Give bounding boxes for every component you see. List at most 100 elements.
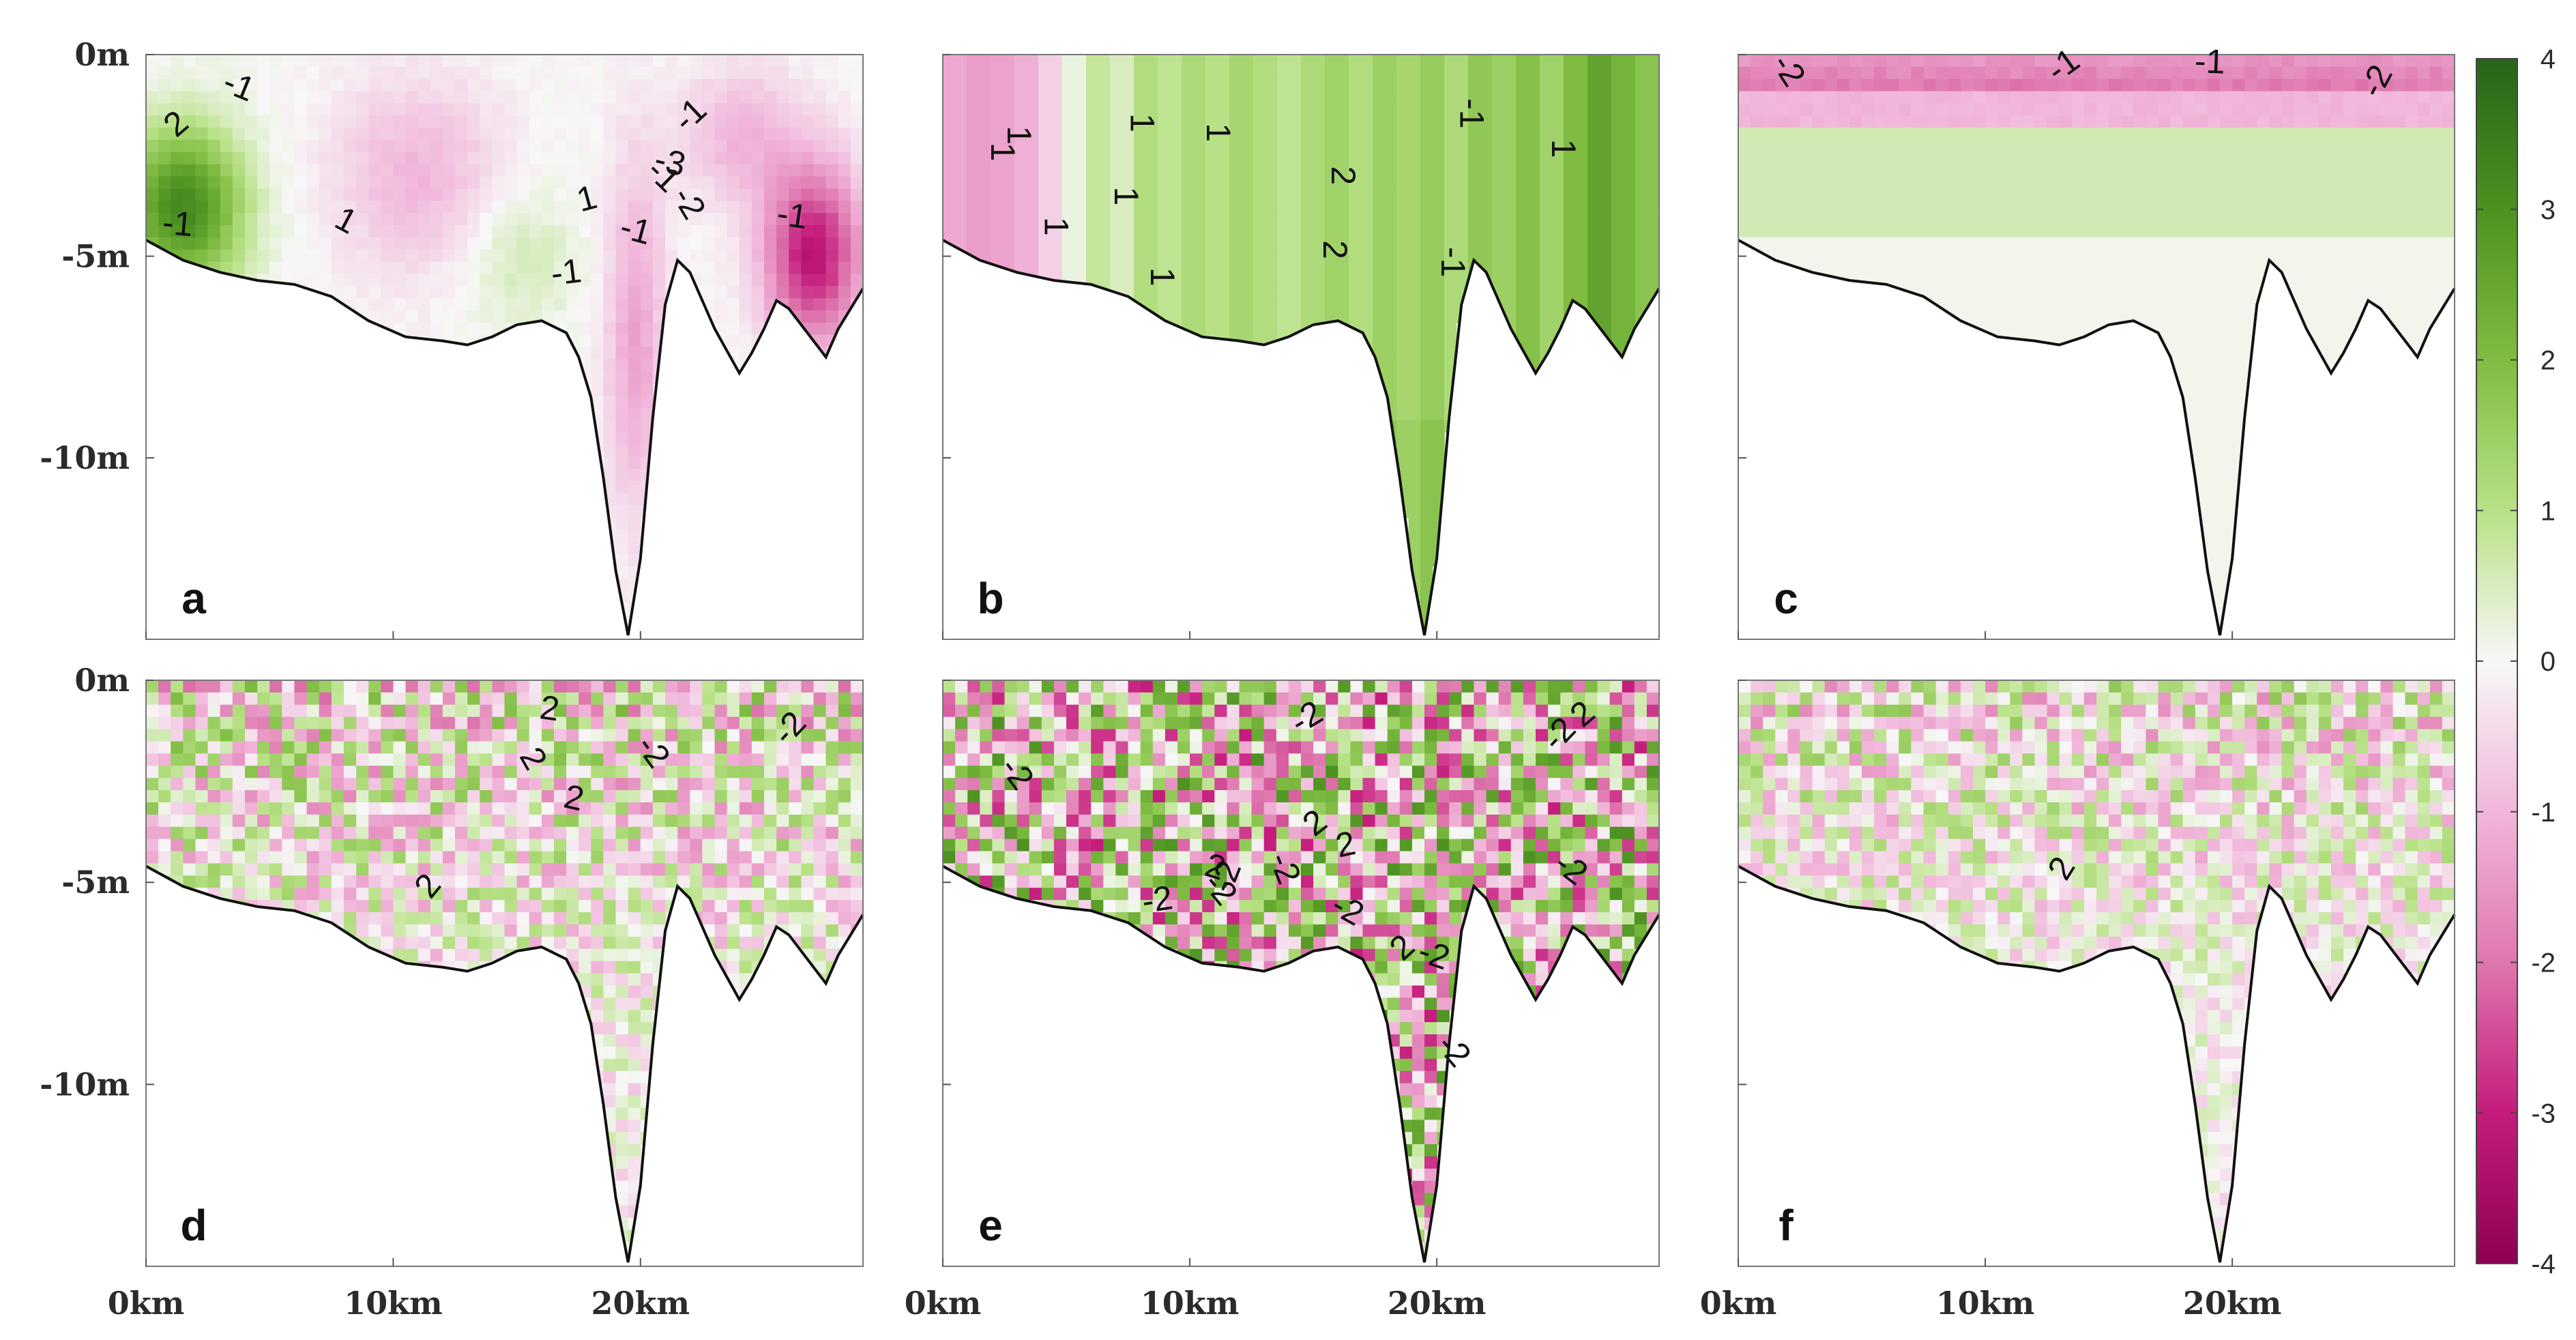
heatmap-cell [1623, 249, 1636, 263]
heatmap-cell [1527, 322, 1540, 336]
heatmap-cell [1408, 261, 1421, 275]
heatmap-cell [1289, 78, 1302, 92]
heatmap-cell [850, 261, 863, 275]
heatmap-cell [2442, 274, 2455, 287]
heatmap-cell [516, 225, 530, 238]
heatmap-cell [1587, 286, 1600, 299]
heatmap-cell [2109, 310, 2122, 323]
heatmap-cell [1812, 66, 1826, 80]
heatmap-cell [1527, 164, 1540, 177]
heatmap-cell [269, 249, 283, 263]
contour-label: -1 [2194, 42, 2225, 81]
heatmap-cell [430, 237, 443, 250]
heatmap-cell [1824, 201, 1838, 214]
heatmap-cell [492, 249, 506, 263]
heatmap-cell [978, 55, 991, 68]
heatmap-cell [850, 115, 863, 128]
heatmap-cell [492, 55, 506, 68]
heatmap-cell [442, 310, 456, 323]
heatmap-cell [1849, 213, 1862, 226]
heatmap-cell [1014, 78, 1027, 92]
heatmap-cell [1384, 115, 1397, 128]
heatmap-cell [368, 680, 382, 693]
heatmap-cell [2146, 176, 2159, 190]
heatmap-cell [789, 201, 802, 214]
heatmap-cell [1599, 140, 1612, 153]
heatmap-cell [529, 78, 542, 92]
heatmap-cell [1960, 91, 1974, 104]
heatmap-cell [813, 298, 827, 311]
heatmap-cell [714, 78, 728, 92]
heatmap-cell [1960, 334, 1974, 348]
heatmap-cell [1874, 128, 1887, 141]
heatmap-cell [183, 55, 196, 68]
heatmap-cell [1599, 286, 1612, 299]
heatmap-cell [1973, 225, 1986, 238]
heatmap-cell [356, 778, 369, 791]
heatmap-cell [220, 692, 233, 705]
heatmap-cell [2170, 55, 2184, 68]
heatmap-cell [615, 542, 629, 555]
heatmap-cell [2010, 261, 2023, 275]
heatmap-cell [2133, 78, 2147, 92]
heatmap-cell [1985, 225, 1998, 238]
heatmap-cell [1635, 78, 1648, 92]
heatmap-cell [1647, 261, 1659, 275]
heatmap-cell [2109, 225, 2122, 238]
heatmap-cell [2318, 164, 2332, 177]
heatmap-cell [776, 225, 790, 238]
heatmap-cell [1504, 103, 1517, 117]
heatmap-cell [1775, 91, 1789, 104]
heatmap-cell [2356, 274, 2369, 287]
heatmap-cell [306, 55, 320, 68]
heatmap-cell [516, 128, 530, 141]
heatmap-cell [467, 680, 480, 693]
heatmap-cell [1229, 310, 1242, 323]
heatmap-cell [2071, 103, 2085, 117]
heatmap-cell [282, 716, 295, 730]
heatmap-cell [2158, 91, 2171, 104]
heatmap-cell [1575, 164, 1588, 177]
heatmap-cell [1812, 188, 1826, 202]
heatmap-cell [702, 151, 716, 165]
heatmap-cell [269, 128, 283, 141]
heatmap-cell [1062, 249, 1075, 263]
heatmap-cell [306, 298, 320, 311]
heatmap-cell [603, 322, 617, 336]
heatmap-cell [1647, 78, 1659, 92]
heatmap-cell [282, 201, 295, 214]
heatmap-cell [1551, 78, 1564, 92]
heatmap-cell [1751, 176, 1763, 190]
heatmap-cell [541, 151, 555, 165]
heatmap-cell [2010, 91, 2023, 104]
heatmap-cell [2405, 176, 2418, 190]
heatmap-cell [207, 778, 221, 791]
heatmap-cell [1504, 213, 1517, 226]
heatmap-cell [381, 766, 394, 778]
heatmap-cell [183, 66, 196, 80]
heatmap-cell [220, 802, 233, 815]
heatmap-cell [207, 55, 221, 68]
heatmap-cell [727, 310, 740, 323]
heatmap-cell [1253, 164, 1266, 177]
heatmap-cell [776, 91, 790, 104]
heatmap-cell [677, 151, 691, 165]
heatmap-cell [195, 225, 209, 238]
heatmap-cell [1599, 201, 1612, 214]
heatmap-cell [1301, 55, 1314, 68]
heatmap-cell [2356, 91, 2369, 104]
heatmap-cell [541, 115, 555, 128]
heatmap-cell [405, 753, 419, 767]
heatmap-cell [442, 826, 456, 840]
heatmap-cell [1145, 213, 1158, 226]
heatmap-cell [554, 140, 567, 153]
heatmap-cell [343, 249, 357, 263]
heatmap-cell [2195, 151, 2208, 165]
heatmap-cell [368, 176, 382, 190]
heatmap-cell [430, 310, 443, 323]
heatmap-cell [195, 140, 209, 153]
heatmap-cell [306, 900, 320, 913]
heatmap-cell [2257, 140, 2270, 153]
heatmap-cell [1611, 151, 1624, 165]
heatmap-cell [2232, 140, 2245, 153]
